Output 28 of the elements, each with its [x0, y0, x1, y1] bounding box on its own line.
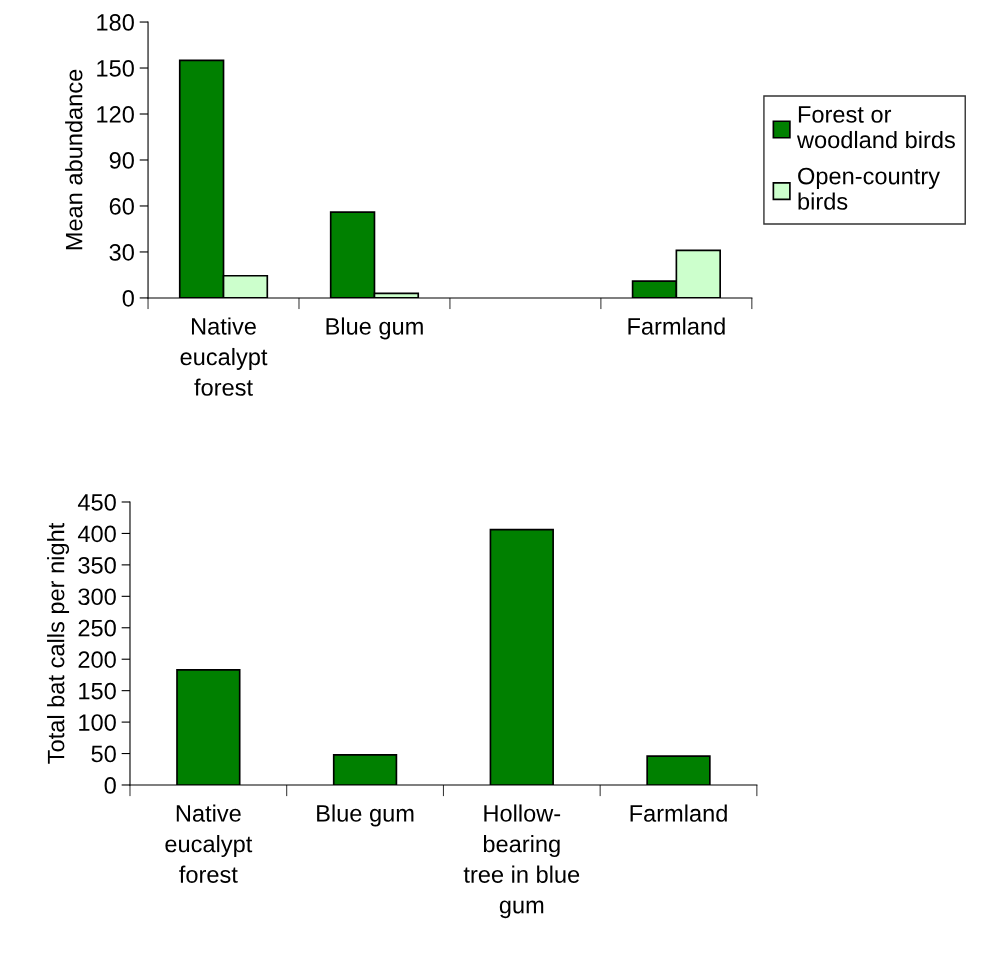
y-tick-label: 100 [79, 714, 116, 731]
y-axis-title: Mean abundance [65, 69, 83, 250]
x-tick-label: Native eucalypt forest [165, 804, 253, 883]
y-tick-label: 0 [122, 290, 134, 307]
y-tick-label: 200 [78, 651, 116, 668]
y-tick-label: 350 [78, 556, 116, 574]
y-tick-label: 50 [91, 745, 116, 763]
x-tick-label: Native eucalypt forest [180, 317, 268, 396]
x-tick-label: Blue gum [317, 804, 414, 827]
x-tick-label: Blue gum [326, 317, 423, 340]
y-tick-label: 180 [97, 14, 134, 31]
x-tick-label: Hollow- bearing tree in blue gum [463, 804, 580, 919]
y-tick-label: 120 [97, 106, 134, 123]
y-tick-label: 90 [109, 152, 134, 169]
y-tick-label: 300 [78, 588, 116, 606]
y-tick-label: 60 [109, 198, 134, 215]
y-axis-title: Total bat calls per night [47, 522, 70, 764]
y-tick-label: 400 [77, 525, 116, 543]
y-tick-label: 30 [109, 244, 134, 261]
y-tick-label: 450 [77, 494, 116, 511]
y-tick-label: 0 [104, 777, 116, 794]
y-tick-label: 250 [78, 619, 116, 637]
x-tick-label: Farmland [628, 317, 725, 335]
legend-label: Forest or woodland birds [796, 106, 955, 149]
legend-label: Open-country birds [798, 167, 940, 210]
x-tick-label: Farmland [630, 804, 727, 822]
y-tick-label: 150 [97, 60, 134, 77]
y-tick-label: 150 [79, 682, 116, 700]
